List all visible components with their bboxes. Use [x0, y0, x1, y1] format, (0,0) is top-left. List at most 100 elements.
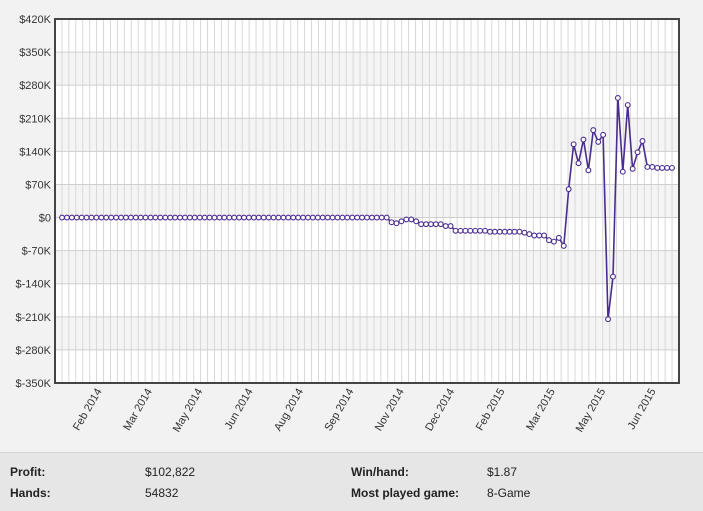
- data-point: [182, 214, 188, 221]
- y-tick-label: $210K: [19, 113, 51, 125]
- data-point: [437, 221, 444, 228]
- data-point: [172, 214, 179, 221]
- y-tick-label: $140K: [19, 146, 51, 158]
- data-point: [344, 214, 351, 221]
- data-point: [585, 167, 592, 174]
- profit-value: $102,822: [145, 465, 196, 479]
- data-point: [639, 138, 646, 144]
- data-point: [580, 136, 587, 143]
- data-point: [142, 214, 149, 221]
- data-point: [457, 227, 464, 234]
- x-tick-label: Jun 2014: [223, 387, 256, 432]
- data-point: [477, 227, 484, 234]
- y-tick-label: $420K: [19, 14, 51, 26]
- y-tick-label: $-280K: [16, 345, 52, 357]
- data-point: [221, 214, 228, 221]
- data-point: [501, 228, 508, 235]
- data-point: [491, 228, 498, 235]
- x-tick-label: Sep 2014: [322, 387, 356, 434]
- data-point: [162, 214, 169, 221]
- data-point: [314, 214, 321, 221]
- data-point: [132, 214, 139, 221]
- data-point: [600, 131, 607, 138]
- data-point: [555, 234, 562, 241]
- data-point: [590, 127, 597, 134]
- data-point: [408, 216, 415, 223]
- data-point: [123, 214, 129, 221]
- data-point: [201, 214, 208, 221]
- data-point: [196, 214, 203, 221]
- data-point: [496, 228, 503, 235]
- data-point: [275, 214, 282, 221]
- data-point: [619, 168, 626, 175]
- x-tick-label: Feb 2015: [474, 386, 508, 432]
- data-point: [383, 214, 390, 221]
- plot-border: [54, 18, 680, 384]
- y-tick-label: $70K: [25, 179, 51, 191]
- data-point: [255, 214, 262, 221]
- data-point: [83, 214, 90, 221]
- data-point: [113, 214, 120, 221]
- hands-value: 54832: [145, 486, 179, 500]
- data-point: [364, 214, 370, 221]
- data-point: [108, 214, 115, 221]
- profit-chart: $-350K $-280K $-210K $-140K $-70K $0 $70K $140K…: [15, 14, 680, 435]
- x-tick-label: Dec 2014: [423, 387, 457, 434]
- x-tick-label: May 2014: [171, 387, 206, 435]
- data-point: [378, 214, 385, 221]
- x-tick-label: Aug 2014: [272, 387, 306, 434]
- data-point: [186, 214, 193, 221]
- y-tick-label: $-140K: [16, 279, 52, 291]
- data-point: [157, 214, 164, 221]
- data-point: [472, 227, 479, 234]
- stats-panel: Profit: $102,822 Hands: 54832 Win/hand: …: [0, 452, 703, 511]
- data-point: [250, 214, 257, 221]
- data-point: [403, 216, 410, 223]
- x-tick-label: Jun 2015: [626, 387, 659, 432]
- data-point: [127, 214, 134, 221]
- data-point: [63, 214, 70, 221]
- data-point: [206, 214, 213, 221]
- data-point: [373, 214, 380, 221]
- x-tick-label: Mar 2014: [121, 387, 155, 433]
- data-point: [624, 102, 631, 108]
- data-point: [329, 214, 336, 221]
- data-point: [462, 227, 469, 234]
- data-point: [231, 214, 238, 221]
- data-point: [442, 223, 449, 230]
- data-point: [614, 94, 621, 101]
- data-point: [487, 228, 493, 235]
- data-point: [280, 214, 287, 221]
- data-point: [103, 214, 110, 221]
- data-point: [654, 164, 661, 171]
- data-point: [541, 232, 548, 239]
- data-point: [285, 214, 292, 221]
- x-tick-label: Feb 2014: [71, 387, 105, 433]
- data-point: [388, 219, 395, 226]
- data-point: [516, 228, 523, 235]
- win-per-hand-label: Win/hand:: [351, 465, 409, 479]
- data-point: [432, 221, 439, 228]
- data-point: [560, 242, 567, 249]
- y-tick-label: $-70K: [22, 246, 52, 258]
- data-point: [605, 316, 611, 323]
- data-point: [659, 164, 666, 171]
- data-point: [349, 214, 356, 221]
- data-point: [467, 227, 474, 234]
- data-point: [610, 273, 616, 280]
- data-point: [354, 214, 361, 221]
- data-point: [634, 149, 641, 156]
- data-point: [324, 214, 331, 221]
- data-point: [334, 214, 341, 221]
- profit-label: Profit:: [10, 465, 46, 479]
- data-point: [300, 214, 306, 221]
- data-point: [575, 160, 582, 167]
- data-point: [482, 227, 489, 234]
- win-per-hand-value: $1.87: [487, 465, 518, 479]
- data-point: [629, 165, 636, 172]
- data-point: [565, 186, 572, 193]
- data-point: [305, 214, 311, 221]
- x-tick-label: Mar 2015: [524, 387, 558, 433]
- data-point: [270, 214, 277, 221]
- data-point: [418, 221, 425, 228]
